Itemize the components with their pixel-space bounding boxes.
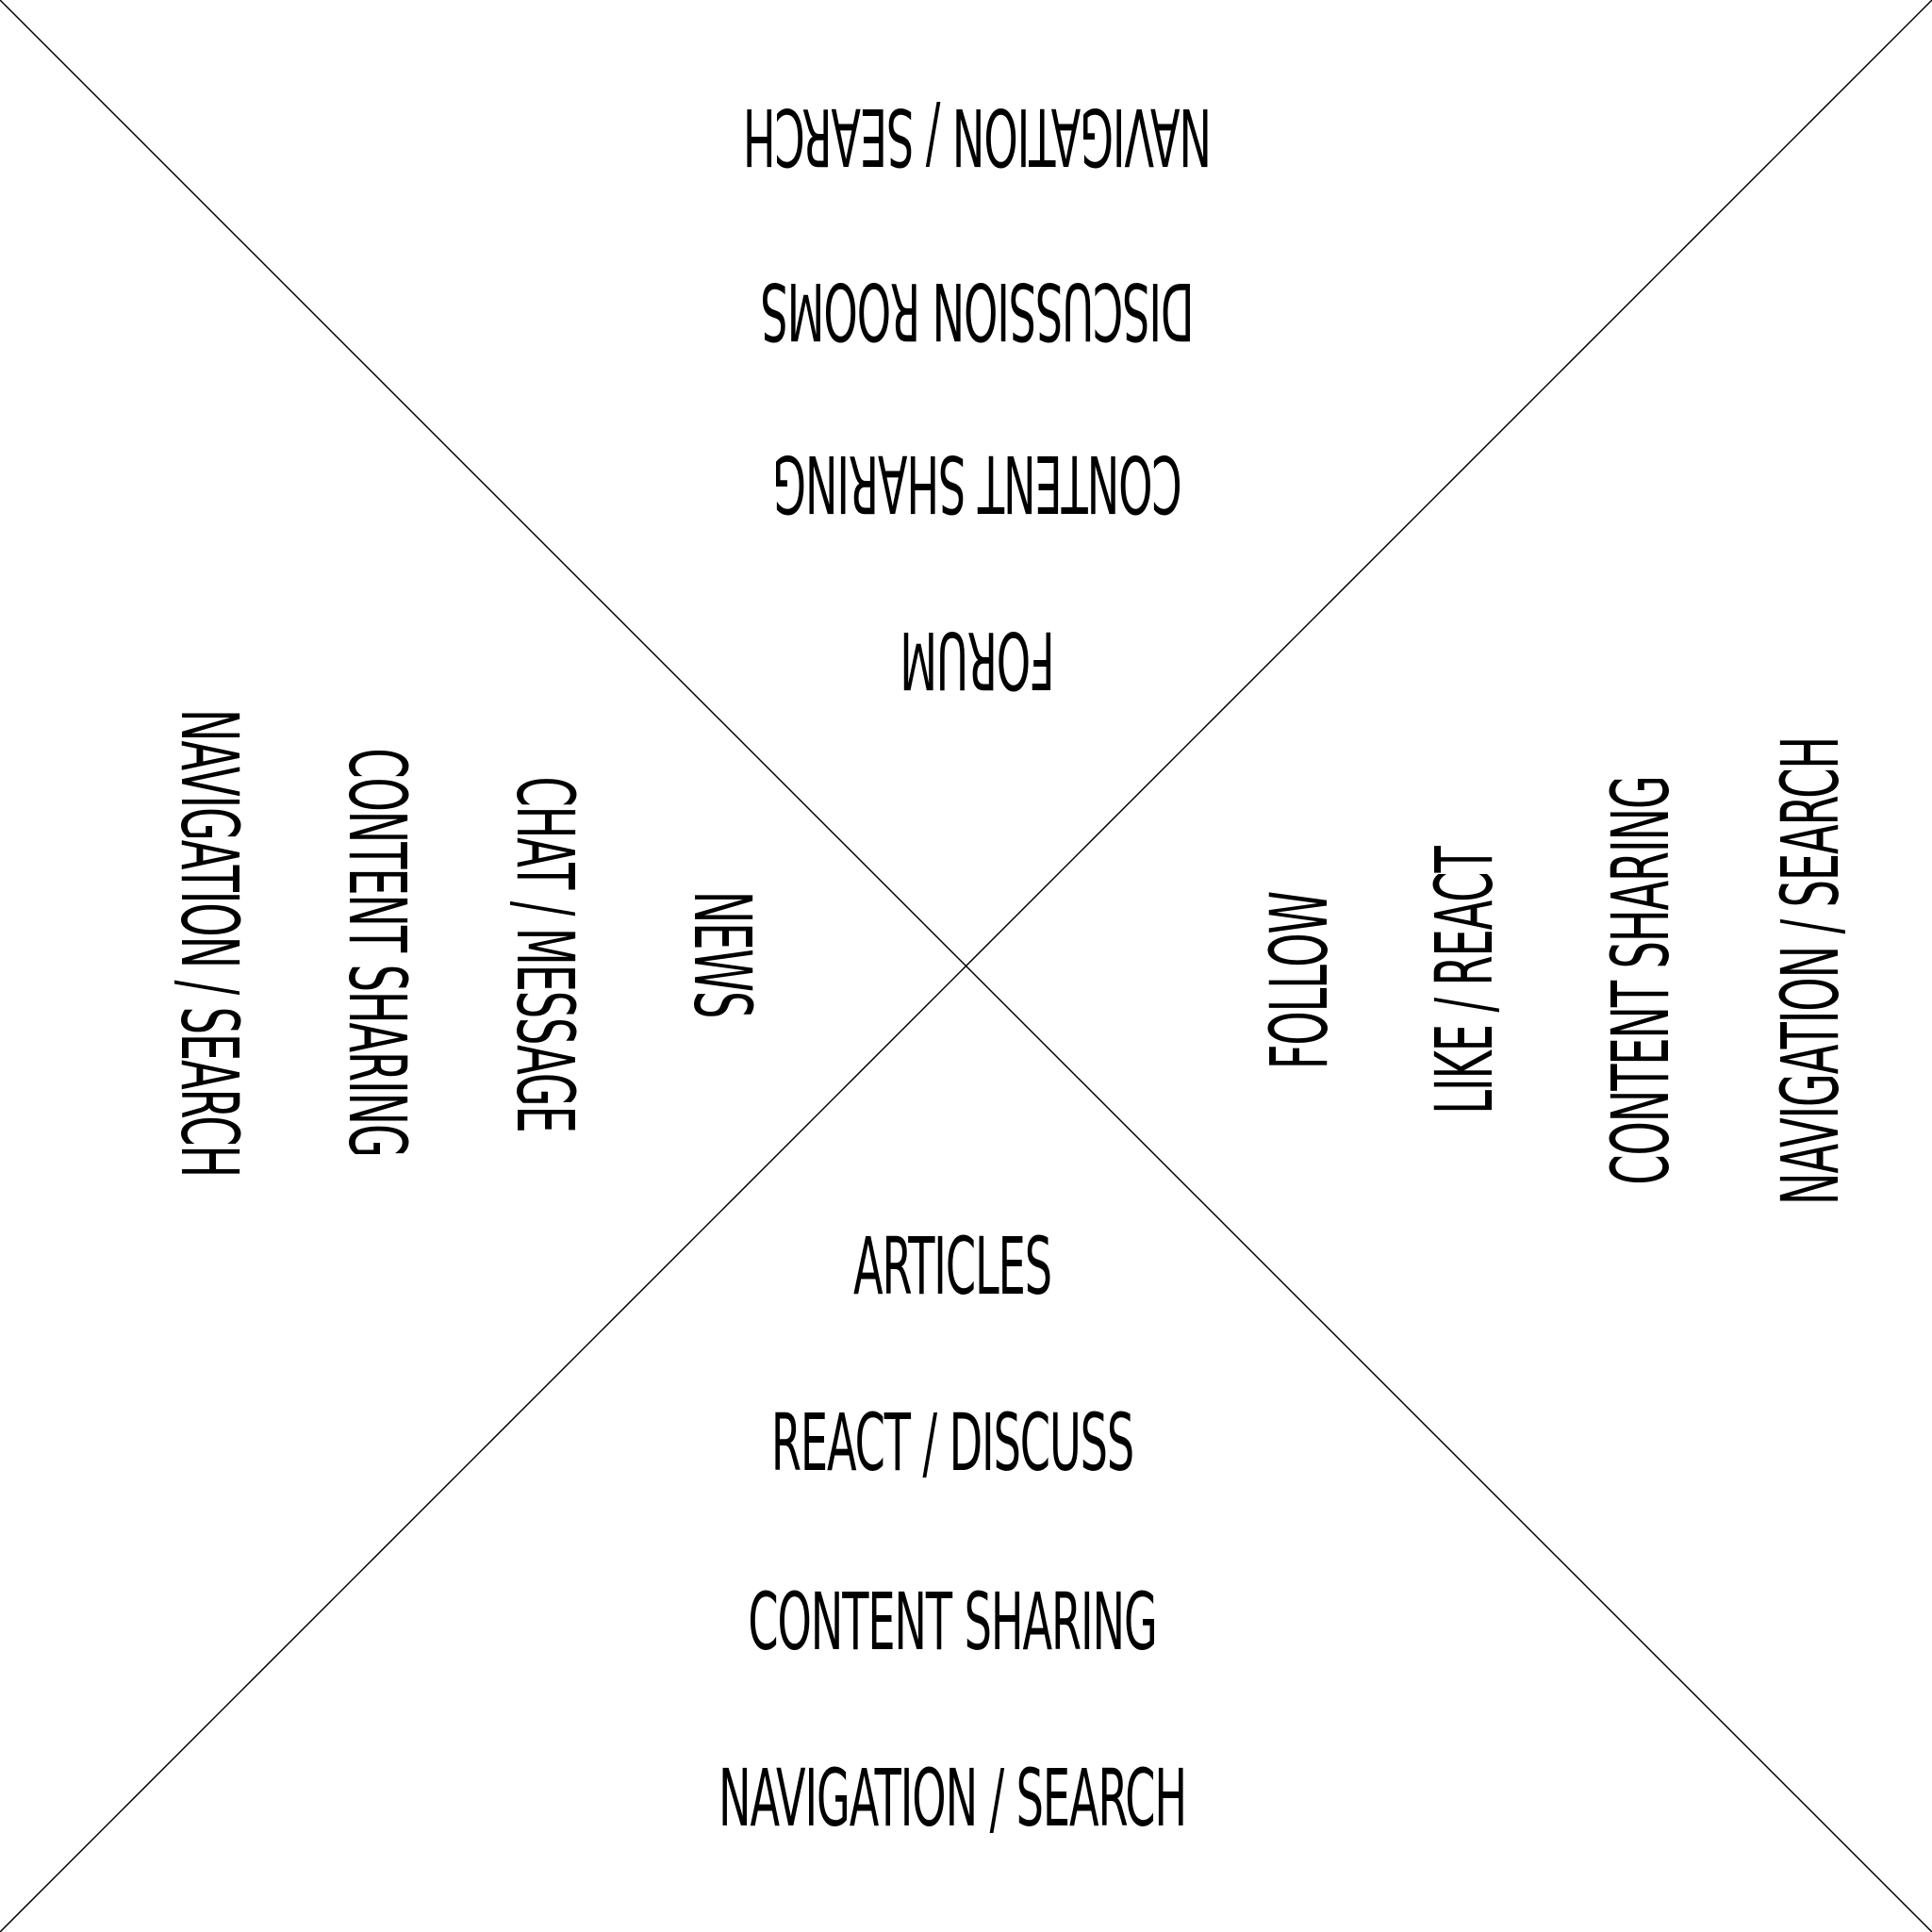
right-label-2: LIKE / REACT	[1418, 847, 1511, 1115]
right-label-1: FOLLOW	[1253, 891, 1346, 1070]
left-label-3: CHAT / MESSAGE	[499, 776, 591, 1132]
bottom-label-1: ARTICLES	[853, 1220, 1052, 1313]
right-label-3: CONTENT SHARING	[1594, 776, 1687, 1185]
top-label-1: NAVIGATION / SEARCH	[744, 91, 1212, 183]
left-label-1: NAVIGATION / SEARCH	[163, 709, 256, 1177]
left-label-2: CONTENT SHARING	[331, 748, 423, 1157]
bottom-label-4: NAVIGATION / SEARCH	[718, 1752, 1187, 1844]
bottom-label-3: CONTENT SHARING	[748, 1576, 1157, 1668]
bottom-label-2: REACT / DISCUSS	[770, 1396, 1134, 1489]
top-label-2: DISCUSSION ROOMS	[761, 265, 1195, 357]
left-label-4: NEWS	[676, 890, 768, 1018]
top-label-4: FORUM	[900, 614, 1055, 706]
top-label-3: CONTENT SHARING	[773, 438, 1182, 530]
right-label-4: NAVIGATION / SEARCH	[1764, 737, 1857, 1205]
